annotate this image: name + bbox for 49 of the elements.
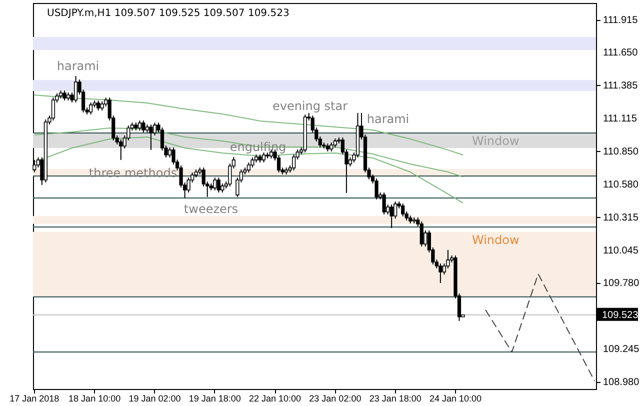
candlestick — [119, 138, 123, 160]
candlestick — [374, 178, 378, 200]
y-tick-label: 109.780 — [603, 278, 640, 290]
candlestick — [149, 124, 153, 150]
x-tick-label: 18 Jan 10:00 — [68, 394, 121, 404]
y-tick-label: 111.650 — [603, 48, 638, 59]
y-tick-label: 110.045 — [603, 246, 639, 257]
y-tick-label: 110.315 — [603, 212, 639, 224]
candlestick — [262, 152, 266, 163]
annotation: harami — [366, 112, 410, 126]
annotation: evening star — [272, 99, 348, 113]
y-tick-label: 111.115 — [603, 114, 638, 125]
candlestick — [51, 97, 56, 121]
x-tick-label: 22 Jan 10:00 — [249, 394, 302, 404]
candlestick — [401, 202, 405, 217]
x-tick-label: 23 Jan 18:00 — [369, 394, 422, 404]
ref-line-label: 109.523 — [602, 310, 639, 321]
annotation: harami — [56, 59, 100, 73]
chart-title: USDJPY.m,H1 109.507 109.525 109.507 109.523 — [47, 8, 290, 19]
candlestick — [390, 204, 394, 228]
candlestick — [138, 120, 142, 131]
line-series — [485, 273, 596, 382]
candlestick — [142, 120, 146, 133]
y-tick-label: 110.850 — [603, 146, 639, 158]
y-tick-label: 109.245 — [603, 344, 640, 356]
x-tick-label: 24 Jan 10:00 — [429, 394, 482, 404]
candlestick — [88, 102, 93, 115]
line-series — [34, 94, 464, 156]
candlestick — [96, 100, 100, 112]
band-label: Window — [472, 134, 520, 148]
x-tick-label: 19 Jan 02:00 — [128, 394, 181, 404]
candlestick — [213, 177, 217, 191]
y-tick-label: 108.980 — [603, 376, 640, 388]
candlestick — [438, 263, 442, 284]
y-tick-label: 110.580 — [603, 180, 639, 191]
line-series — [34, 128, 464, 178]
x-tick-label: 19 Jan 18:00 — [188, 394, 241, 404]
line-series — [34, 136, 464, 204]
y-tick-label: 111.385 — [603, 80, 638, 92]
candlestick — [420, 220, 424, 247]
candlestick — [382, 192, 386, 215]
candlestick — [216, 177, 220, 193]
candlestick — [74, 75, 78, 103]
x-tick-label: 23 Jan 02:00 — [309, 394, 362, 404]
y-tick-label: 111.915 — [603, 15, 638, 26]
x-tick-label: 17 Jan 2018 — [10, 394, 60, 404]
annotation: tweezers — [184, 202, 238, 216]
candlestick — [62, 90, 66, 102]
band-label: Window — [472, 232, 520, 247]
